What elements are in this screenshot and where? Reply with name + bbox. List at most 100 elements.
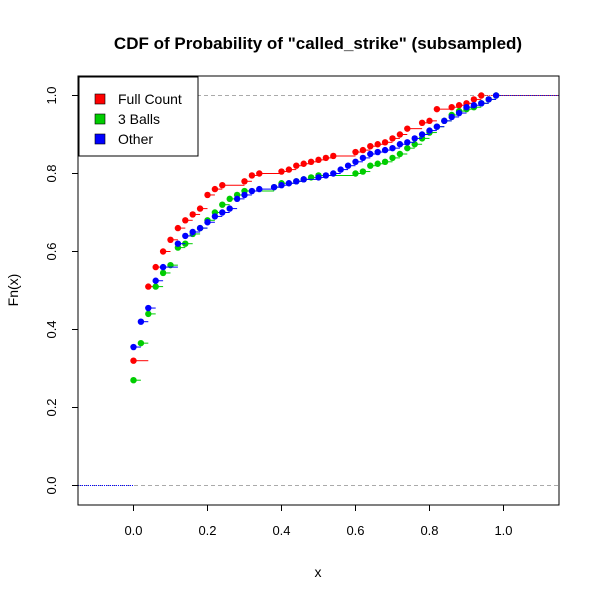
data-point <box>152 283 159 290</box>
data-point <box>219 201 226 208</box>
data-point <box>404 144 411 152</box>
y-axis-label: Fn(x) <box>5 274 21 307</box>
y-tick-label: 0.6 <box>44 242 59 260</box>
data-point <box>352 148 359 156</box>
series-2 <box>78 92 559 486</box>
data-point <box>359 146 367 154</box>
data-point <box>248 172 256 179</box>
x-tick-label: 1.0 <box>494 523 512 538</box>
data-point <box>478 100 485 107</box>
y-axis: 0.0 0.2 0.4 0.6 0.8 1.0 <box>44 86 79 495</box>
data-point <box>396 141 404 148</box>
data-point <box>352 158 359 165</box>
data-point <box>159 248 167 255</box>
data-point <box>411 135 418 142</box>
data-point <box>478 92 485 99</box>
data-point <box>159 263 167 271</box>
data-point <box>315 174 322 181</box>
data-point <box>211 213 219 220</box>
data-point <box>322 172 330 179</box>
data-point <box>455 109 463 117</box>
data-point <box>300 160 307 167</box>
data-point <box>381 158 389 165</box>
data-point <box>278 168 285 175</box>
data-point <box>448 104 455 111</box>
data-point <box>470 102 478 109</box>
legend-label-3-balls: 3 Balls <box>118 111 160 127</box>
data-point <box>278 182 285 189</box>
legend-swatch-3-balls <box>94 113 106 125</box>
x-tick-label: 0.4 <box>272 523 290 538</box>
series-layer <box>78 92 559 486</box>
legend-label-other: Other <box>118 131 153 147</box>
data-point <box>196 224 204 232</box>
data-point <box>182 232 189 240</box>
data-point <box>196 205 204 212</box>
data-point <box>189 211 196 218</box>
data-point <box>463 104 470 111</box>
data-point <box>256 185 263 193</box>
data-point <box>374 160 381 167</box>
data-point <box>367 143 374 150</box>
y-tick-label: 0.4 <box>44 320 59 338</box>
data-point <box>130 357 137 364</box>
data-point <box>167 236 174 243</box>
data-point <box>352 170 359 177</box>
data-point <box>418 119 426 127</box>
data-point <box>367 150 374 158</box>
data-point <box>189 228 196 236</box>
data-point <box>374 148 381 156</box>
data-point <box>226 195 233 203</box>
x-tick-label: 0.6 <box>346 523 364 538</box>
x-tick-label: 0.0 <box>124 523 142 538</box>
data-point <box>367 162 374 169</box>
data-point <box>204 191 211 199</box>
y-tick-label: 0.2 <box>44 398 59 416</box>
data-point <box>130 377 137 384</box>
data-point <box>145 283 152 290</box>
data-point <box>359 168 367 175</box>
data-point <box>426 127 433 134</box>
data-point <box>174 224 182 232</box>
y-tick-label: 1.0 <box>44 86 59 104</box>
data-point <box>233 195 241 203</box>
data-point <box>219 182 226 189</box>
data-point <box>330 152 337 160</box>
data-point <box>285 180 293 187</box>
y-tick-label: 0.0 <box>44 476 59 494</box>
data-point <box>248 187 256 195</box>
data-point <box>485 96 492 103</box>
data-point <box>433 105 441 113</box>
data-point <box>404 125 411 132</box>
data-point <box>211 185 219 193</box>
data-point <box>315 156 322 164</box>
data-point <box>389 154 396 162</box>
data-point <box>389 135 396 142</box>
data-point <box>182 217 189 224</box>
data-point <box>344 162 352 169</box>
data-point <box>389 144 396 152</box>
data-point <box>426 117 433 125</box>
data-point <box>174 240 182 247</box>
data-point <box>374 141 381 148</box>
x-tick-label: 0.8 <box>420 523 438 538</box>
data-point <box>152 263 159 271</box>
data-point <box>300 176 307 183</box>
data-point <box>285 166 293 173</box>
legend-swatch-other <box>94 133 106 145</box>
legend: Full Count 3 Balls Other <box>78 76 199 157</box>
data-point <box>396 150 404 158</box>
data-point <box>137 339 145 347</box>
data-point <box>470 96 478 103</box>
data-point <box>293 178 300 185</box>
data-point <box>270 183 278 191</box>
data-point <box>159 269 167 277</box>
data-point <box>433 123 441 130</box>
data-point <box>330 170 337 177</box>
data-point <box>396 131 404 138</box>
data-point <box>145 310 152 318</box>
data-point <box>359 154 367 162</box>
data-point <box>293 162 300 169</box>
data-point <box>226 205 233 212</box>
